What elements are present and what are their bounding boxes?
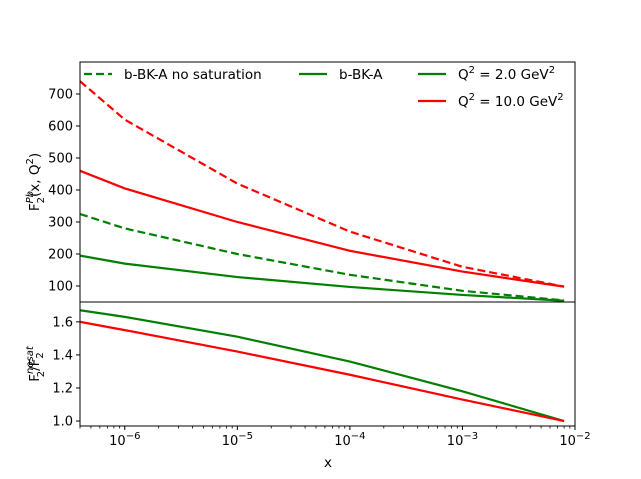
x-tick-label: 10−3: [447, 431, 478, 449]
series-line: [80, 254, 565, 302]
y-tick-label: 1.0: [52, 415, 73, 430]
series-line: [80, 212, 565, 302]
x-tick-label: 10−4: [334, 431, 365, 449]
x-tick-label: 10−2: [559, 431, 590, 449]
y-tick-label: 400: [48, 184, 73, 199]
legend-label: b-BK-A no saturation: [124, 67, 262, 83]
legend-label: b-BK-A: [339, 67, 383, 83]
y-tick-label: 1.4: [52, 348, 73, 363]
legend-label: Q2 = 2.0 GeV2: [458, 65, 555, 83]
y-tick-label: 300: [48, 216, 73, 231]
x-tick-label: 10−5: [222, 431, 253, 449]
y-tick-label: 1.6: [52, 315, 73, 330]
legend: b-BK-A no saturation b-BK-A Q2 = 2.0 GeV2 Q…: [84, 65, 564, 110]
x-tick-label: 10−6: [109, 431, 140, 449]
series-line: [80, 320, 565, 423]
y-axis-label: FPb2(x, Q2): [25, 153, 47, 211]
y-tick-label: 1.2: [52, 381, 73, 396]
y-axis-label: Fnosat2/F2: [25, 345, 47, 382]
y-tick-label: 700: [48, 88, 73, 103]
top-panel: 100 200 300 400 500 600 700 FPb2(x, Q2): [25, 61, 576, 303]
series-line: [80, 80, 565, 288]
series-line: [80, 169, 565, 288]
x-axis-label: x: [324, 455, 332, 471]
y-tick-label: 600: [48, 120, 73, 135]
legend-label: Q2 = 10.0 GeV2: [458, 92, 564, 110]
axes-frame: [79, 301, 576, 427]
y-tick-label: 100: [48, 280, 73, 295]
bottom-panel: 1.0 1.2 1.4 1.6 Fnosat2/F2 10−6 10−5 10−4 10−3 10…: [25, 301, 591, 449]
y-tick-label: 500: [48, 152, 73, 167]
y-tick-label: 200: [48, 248, 73, 263]
series-line: [80, 309, 565, 423]
